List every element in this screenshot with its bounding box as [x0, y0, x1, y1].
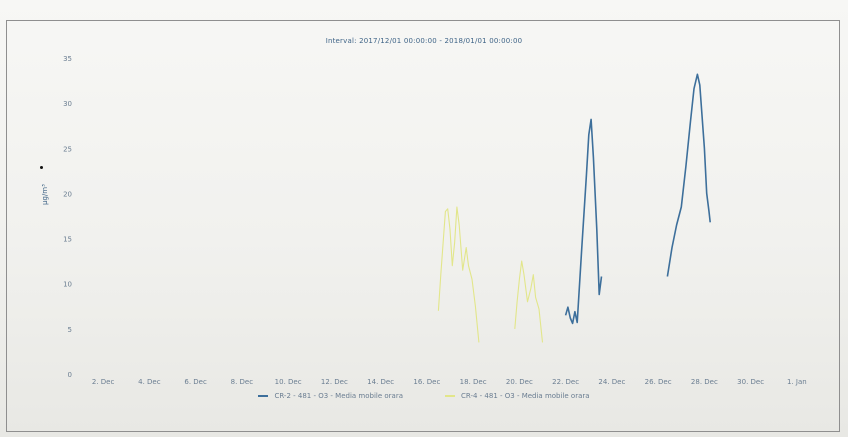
x-tick-label: 4. Dec: [138, 378, 161, 386]
x-tick-label: 10. Dec: [275, 378, 302, 386]
x-tick-label: 22. Dec: [552, 378, 579, 386]
y-tick-label: 5: [68, 326, 72, 334]
legend-label-cr4: CR-4 - 481 - O3 - Media mobile orara: [461, 392, 590, 400]
x-tick-label: 30. Dec: [737, 378, 764, 386]
scan-speck: [40, 166, 43, 169]
legend: CR-2 - 481 - O3 - Media mobile orara CR-…: [0, 392, 848, 400]
legend-swatch-cr2: [258, 395, 269, 397]
y-tick-label: 30: [63, 100, 72, 108]
y-tick-label: 25: [63, 145, 72, 153]
x-tick-label: 1. Jan: [787, 378, 807, 386]
x-tick-label: 24. Dec: [598, 378, 625, 386]
y-tick-label: 0: [68, 371, 72, 379]
legend-item-cr2[interactable]: CR-2 - 481 - O3 - Media mobile orara: [258, 392, 403, 400]
legend-label-cr2: CR-2 - 481 - O3 - Media mobile orara: [274, 392, 403, 400]
y-tick-label: 15: [63, 236, 72, 244]
series-line-cr2: [564, 73, 711, 325]
chart-title: Interval: 2017/12/01 00:00:00 - 2018/01/…: [325, 37, 523, 45]
legend-swatch-cr4: [445, 395, 455, 397]
x-tick-label: 26. Dec: [645, 378, 672, 386]
x-tick-label: 6. Dec: [184, 378, 207, 386]
x-tick-label: 2. Dec: [92, 378, 115, 386]
x-tick-label: 14. Dec: [367, 378, 394, 386]
x-tick-label: 18. Dec: [460, 378, 487, 386]
y-tick-label: 10: [63, 281, 72, 289]
x-tick-label: 28. Dec: [691, 378, 718, 386]
y-tick-label: 20: [63, 190, 72, 198]
y-tick-label: 35: [63, 55, 72, 63]
chart-frame: [6, 20, 840, 432]
y-tick-labels: 0 5 10 15 20 25 30 35: [63, 55, 72, 379]
x-tick-label: 20. Dec: [506, 378, 533, 386]
series-lines: [437, 73, 711, 343]
x-tick-label: 8. Dec: [231, 378, 254, 386]
legend-item-cr4[interactable]: CR-4 - 481 - O3 - Media mobile orara: [445, 392, 590, 400]
x-tick-labels: 2. Dec 4. Dec 6. Dec 8. Dec 10. Dec 12. Dec 14…: [92, 378, 807, 386]
x-tick-label: 12. Dec: [321, 378, 348, 386]
series-line-cr4: [437, 206, 544, 343]
x-tick-label: 16. Dec: [413, 378, 440, 386]
